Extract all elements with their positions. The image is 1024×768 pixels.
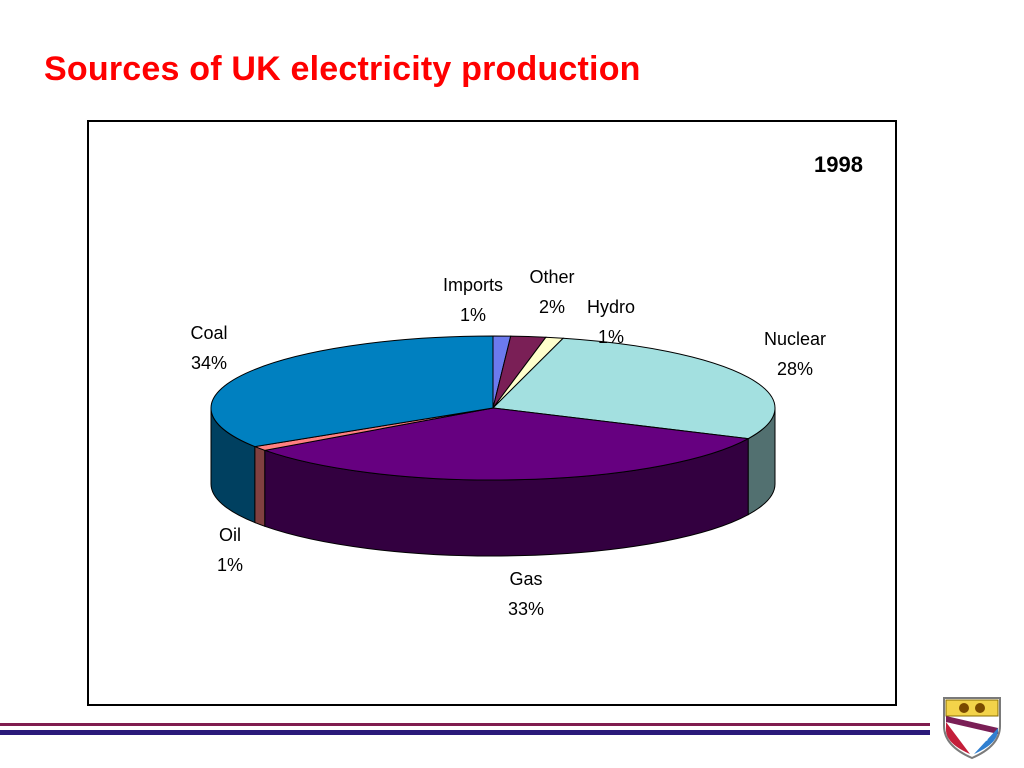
label-coal-pct: 34% xyxy=(190,353,228,373)
label-nuclear-pct: 28% xyxy=(776,359,814,379)
slide-title: Sources of UK electricity production xyxy=(44,50,641,88)
svg-text:✱: ✱ xyxy=(980,734,988,745)
svg-text:✱: ✱ xyxy=(968,743,976,753)
slice-gas xyxy=(262,407,750,481)
slice-side-oil xyxy=(254,445,266,528)
label-oil-name: Oil xyxy=(218,525,241,545)
label-imports-pct: 1% xyxy=(459,305,487,325)
chart-area: 1998 Imports 1% Other 2% Hydro 1% Nuclea… xyxy=(87,120,897,706)
label-hydro-name: Hydro xyxy=(586,297,636,317)
label-oil-pct: 1% xyxy=(216,555,244,575)
label-hydro: Hydro 1% xyxy=(587,292,635,352)
label-nuclear-name: Nuclear xyxy=(763,329,827,349)
footer-divider-top xyxy=(0,723,930,726)
label-gas: Gas 33% xyxy=(508,564,544,624)
university-crest-logo: ✱ ✱ ✱ xyxy=(943,697,1001,760)
svg-text:✱: ✱ xyxy=(958,730,966,741)
chart-title-year: 1998 xyxy=(814,152,863,177)
slice-coal xyxy=(210,335,494,448)
footer-divider-bottom xyxy=(0,730,930,735)
pie-chart xyxy=(210,335,776,557)
label-coal: Coal 34% xyxy=(190,318,227,378)
label-nuclear: Nuclear 28% xyxy=(764,324,826,384)
label-gas-name: Gas xyxy=(509,569,543,589)
label-oil: Oil 1% xyxy=(217,520,243,580)
label-imports-name: Imports xyxy=(442,275,504,295)
label-coal-name: Coal xyxy=(190,323,228,343)
label-hydro-pct: 1% xyxy=(597,327,625,347)
label-other-pct: 2% xyxy=(538,297,565,317)
label-gas-pct: 33% xyxy=(507,599,545,619)
slice-nuclear xyxy=(491,337,776,440)
label-imports: Imports 1% xyxy=(443,270,503,330)
label-other: Other 2% xyxy=(529,262,574,322)
label-other-name: Other xyxy=(529,267,575,287)
